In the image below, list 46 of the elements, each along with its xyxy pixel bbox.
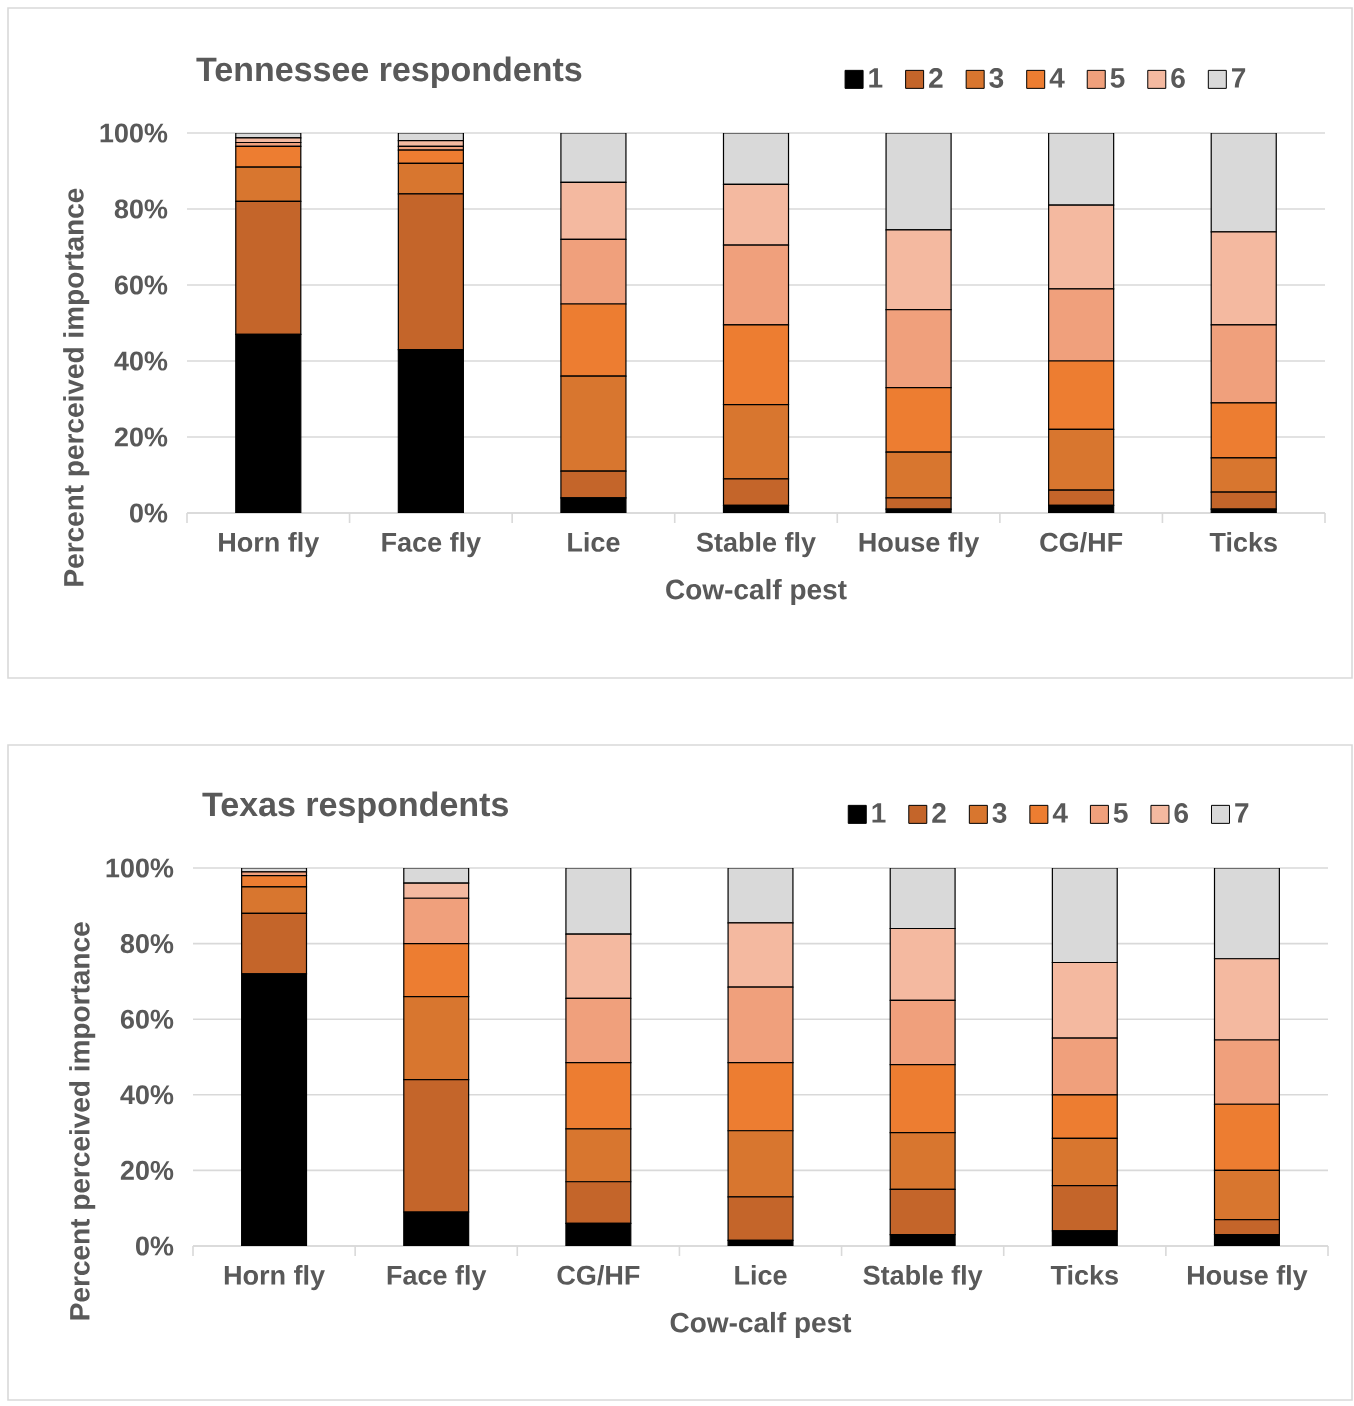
y-tick-label: 20% xyxy=(114,427,168,447)
y-tick-label: 100% xyxy=(106,858,174,878)
y-tick-label: 60% xyxy=(114,275,168,295)
y-tick-label: 20% xyxy=(120,1160,174,1180)
y-tick-label: 40% xyxy=(114,351,168,371)
y-axis-title: Percent perceived importance xyxy=(63,188,90,586)
y-tick-label: 0% xyxy=(136,1236,174,1256)
x-tick-label: Ticks xyxy=(1209,532,1277,552)
x-tick-label: Horn fly xyxy=(219,532,320,558)
y-tick-label: 80% xyxy=(120,934,174,954)
y-tick-label: 0% xyxy=(130,503,168,523)
y-axis-title: Percent perceived importance xyxy=(69,922,96,1320)
legend-label: 5 xyxy=(1110,68,1125,88)
legend-label: 6 xyxy=(1171,68,1185,88)
x-tick-label: Lice xyxy=(735,1265,787,1285)
legend-label: 2 xyxy=(932,803,946,823)
x-tick-label: Stable fly xyxy=(863,1265,983,1291)
legend-label: 6 xyxy=(1174,803,1188,823)
y-tick-label: 100% xyxy=(100,123,168,143)
x-tick-label: House fly xyxy=(859,532,980,558)
y-tick-label: 40% xyxy=(120,1085,174,1105)
x-tick-label: House fly xyxy=(1187,1265,1308,1291)
legend-label: 3 xyxy=(992,803,1007,823)
legend-label: 1 xyxy=(869,68,883,88)
y-tick-label: 80% xyxy=(114,199,168,219)
legend-label: 7 xyxy=(1232,68,1246,88)
chart-title: Texas respondents xyxy=(202,791,508,824)
x-tick-label: Lice xyxy=(568,532,620,552)
x-axis-title: Cow-calf pest xyxy=(666,578,847,605)
legend-label: 4 xyxy=(1052,803,1068,823)
x-axis-title: Cow-calf pest xyxy=(670,1311,852,1339)
legend-label: 1 xyxy=(872,803,886,823)
legend-label: 7 xyxy=(1235,803,1249,823)
chart-title: Tennessee respondents xyxy=(196,56,582,89)
y-tick-label: 60% xyxy=(120,1009,174,1029)
x-tick-label: Stable fly xyxy=(696,532,816,558)
x-tick-label: Face fly xyxy=(382,532,481,558)
x-tick-label: Horn fly xyxy=(224,1265,325,1291)
legend-label: 3 xyxy=(989,68,1004,88)
x-tick-label: Ticks xyxy=(1050,1265,1118,1285)
x-tick-label: CG/HF xyxy=(1040,532,1123,553)
x-tick-label: CG/HF xyxy=(557,1265,640,1286)
x-tick-label: Face fly xyxy=(387,1265,487,1291)
legend-label: 5 xyxy=(1113,803,1128,823)
legend-label: 4 xyxy=(1049,68,1065,88)
legend-label: 2 xyxy=(929,68,943,88)
